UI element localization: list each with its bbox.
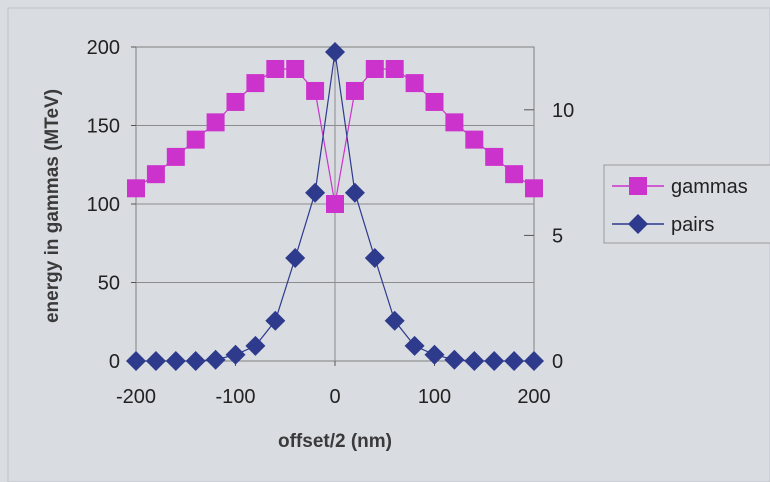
data-point-gammas [127, 179, 145, 198]
data-point-pairs [126, 351, 146, 371]
data-point-pairs [524, 351, 544, 371]
data-point-gammas [385, 59, 404, 78]
data-point-gammas [286, 59, 305, 78]
data-point-gammas [146, 165, 165, 184]
x-tick-label: 0 [329, 386, 340, 408]
x-axis-title: offset/2 (nm) [278, 431, 392, 452]
data-point-pairs [484, 351, 505, 371]
data-point-gammas [206, 113, 225, 132]
x-tick-label: 100 [418, 386, 451, 408]
x-tick-label: -100 [215, 386, 255, 408]
data-point-pairs [165, 351, 186, 371]
data-point-gammas [186, 130, 205, 149]
legend: gammas pairs [603, 164, 770, 244]
data-point-gammas [525, 179, 543, 198]
y2-tick-label: 5 [552, 225, 563, 247]
legend-item-pairs: pairs [612, 214, 714, 236]
data-point-gammas [485, 147, 504, 166]
data-point-pairs [504, 351, 525, 371]
data-point-pairs [225, 344, 246, 365]
y2-tick-label: 0 [552, 351, 563, 373]
data-point-pairs [325, 42, 345, 63]
data-point-gammas [226, 92, 245, 111]
data-point-pairs [305, 182, 326, 203]
data-point-pairs [185, 351, 206, 371]
data-point-pairs [145, 351, 166, 371]
data-point-gammas [266, 59, 285, 78]
data-point-pairs [424, 344, 445, 365]
data-point-gammas [365, 59, 384, 78]
y-tick-label: 0 [109, 351, 120, 373]
data-point-pairs [444, 349, 465, 370]
legend-label: gammas [671, 176, 748, 198]
y-tick-label: 100 [87, 194, 120, 216]
data-point-pairs [384, 310, 405, 331]
data-point-pairs [344, 182, 365, 203]
x-tick-label: 200 [517, 386, 550, 408]
data-point-pairs [464, 351, 485, 371]
chart-frame [7, 7, 770, 482]
data-point-pairs [364, 248, 385, 269]
data-point-gammas [246, 74, 265, 93]
data-point-gammas [306, 81, 325, 100]
data-point-pairs [285, 248, 306, 269]
data-point-gammas [465, 130, 484, 149]
y-tick-label: 150 [87, 116, 120, 138]
data-point-gammas [345, 81, 364, 100]
y-axis-title: energy in gammas (MTeV) [42, 89, 63, 323]
y2-tick-label: 10 [552, 100, 574, 122]
data-point-gammas [405, 74, 424, 93]
data-point-pairs [245, 335, 266, 356]
series-gammas [127, 59, 543, 213]
data-point-pairs [205, 349, 226, 370]
data-point-gammas [166, 147, 185, 166]
legend-marker-diamond [628, 214, 648, 234]
y-tick-label: 50 [98, 273, 120, 295]
data-point-gammas [505, 165, 524, 184]
data-point-gammas [326, 195, 344, 213]
data-point-gammas [425, 92, 444, 111]
x-tick-label: -200 [116, 386, 156, 408]
series [126, 42, 544, 371]
data-point-pairs [265, 310, 286, 331]
y-tick-label: 200 [87, 37, 120, 59]
legend-label: pairs [671, 214, 714, 236]
legend-item-gammas: gammas [612, 176, 748, 198]
series-pairs [126, 42, 544, 371]
data-point-pairs [404, 335, 425, 356]
data-point-gammas [445, 113, 464, 132]
legend-marker-square [629, 177, 647, 195]
